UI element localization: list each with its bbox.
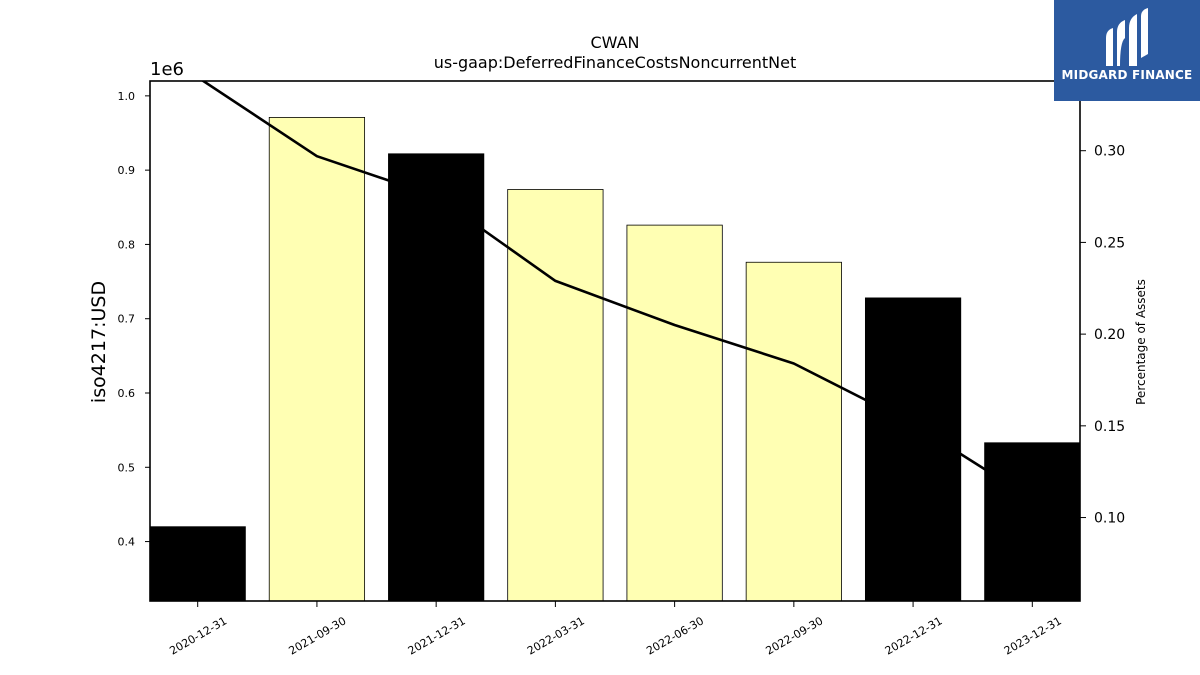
plot-frame [149,80,1081,602]
x-tick-label: 2022-09-30 [763,614,825,657]
chart-subtitle: us-gaap:DeferredFinanceCostsNoncurrentNe… [434,53,797,72]
bar-2022-06-30 [626,224,723,601]
bar-2020-12-31 [150,526,246,601]
y-tick-label: 0.8 [118,238,136,251]
logo-text: MIDGARD FINANCE [1061,68,1193,82]
chart-title: CWAN [590,33,639,52]
bar-2022-09-30 [745,261,842,601]
x-tick-label: 2023-12-31 [1002,614,1064,657]
y-tick-label: 0.7 [118,313,136,326]
bar-2022-12-31 [864,297,962,601]
bar-2021-12-31 [388,153,485,601]
x-tick-label: 2021-12-31 [406,614,468,657]
bar-2023-12-31 [984,442,1080,601]
y2-tick-label: 0.25 [1094,235,1125,251]
x-tick-label: 2022-03-31 [525,614,587,657]
bars [150,117,1080,601]
y-tick-label: 0.5 [118,461,136,474]
bar-2022-03-31 [507,189,604,601]
y2-axis-label: Percentage of Assets [1134,279,1148,405]
midgard-logo-icon [1106,8,1148,66]
percentage-of-assets-line [200,81,1033,501]
bar-2021-09-30 [268,117,366,601]
x-tick-label: 2022-06-30 [644,614,706,657]
y-tick-label: 0.6 [118,387,136,400]
y2-tick-label: 0.15 [1094,419,1125,435]
x-tick-label: 2021-09-30 [287,614,349,657]
y-tick-label: 0.4 [118,536,136,549]
percentage-line-layer [200,81,1033,501]
y2-tick-label: 0.20 [1094,327,1125,343]
y-axis-offset-label: 1e6 [150,59,184,80]
y2-tick-label: 0.10 [1094,511,1125,527]
y2-tick-label: 0.30 [1094,144,1125,160]
y-tick-label: 0.9 [118,164,136,177]
x-tick-label: 2022-12-31 [883,614,945,657]
axes: 0.4 0.5 0.6 0.7 0.8 0.9 1.0 0.10 0.15 0.20 0.25 0.3… [118,80,1125,658]
x-tick-label: 2020-12-31 [167,614,229,657]
midgard-finance-logo: MIDGARD FINANCE [1054,0,1200,101]
y-axis-label: iso4217:USD [88,281,110,403]
y-tick-label: 1.0 [118,90,136,103]
